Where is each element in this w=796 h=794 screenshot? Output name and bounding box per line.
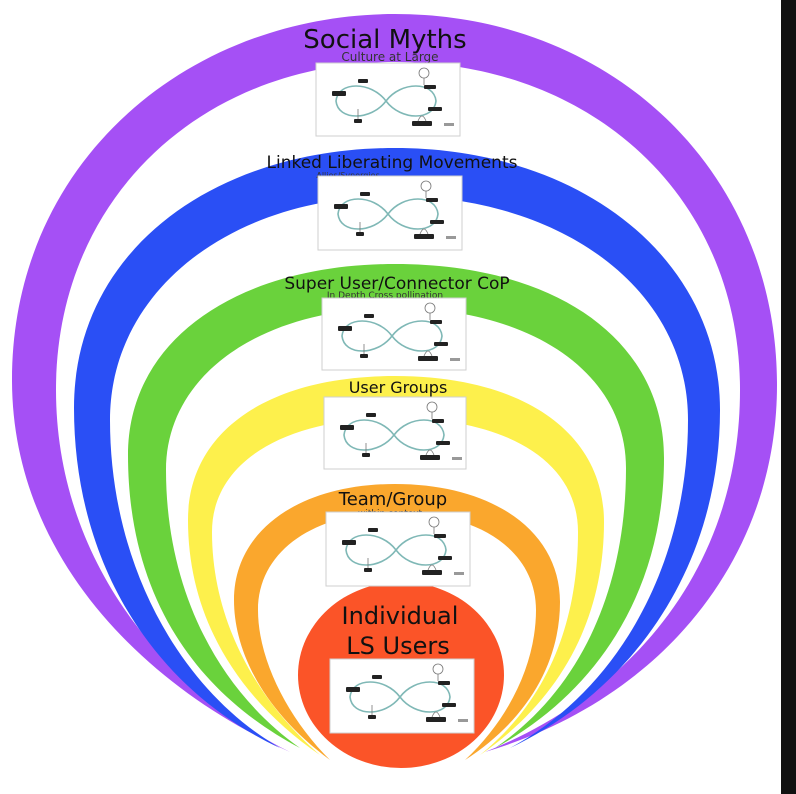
infinity-loop-image: [329, 658, 475, 734]
title-individual-line2: LS Users: [346, 632, 449, 660]
infinity-loop-image: [321, 297, 467, 371]
infinity-loop-image: [315, 62, 461, 137]
infinity-loop-image: [325, 511, 471, 587]
scrollbar[interactable]: [781, 0, 796, 794]
infinity-loop-image: [317, 175, 463, 251]
title-team-group: Team/Group: [338, 489, 447, 510]
subtitle-super-user-connector: In Depth Cross pollination: [327, 291, 443, 301]
title-social-myths: Social Myths: [303, 25, 466, 55]
title-individual: Individual: [342, 602, 459, 630]
title-user-groups: User Groups: [349, 378, 448, 397]
title-super-user-connector: Super User/Connector CoP: [284, 274, 509, 294]
subtitle-social-myths: Culture at Large: [341, 50, 438, 64]
infinity-loop-image: [323, 396, 467, 470]
title-linked-movements: Linked Liberating Movements: [267, 153, 518, 173]
